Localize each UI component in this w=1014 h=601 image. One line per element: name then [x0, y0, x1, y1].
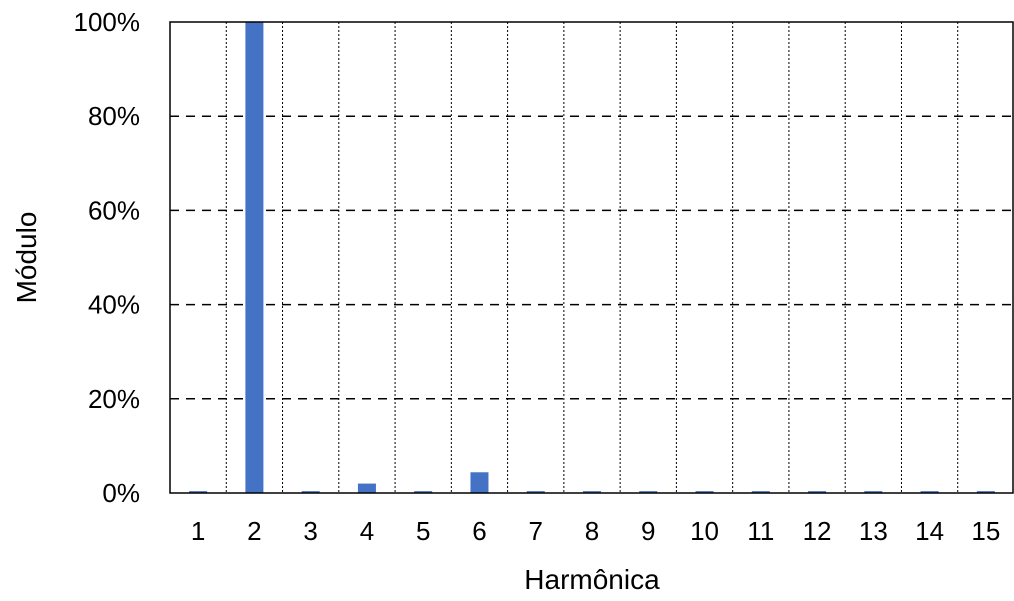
x-tick-label: 7 — [528, 516, 542, 546]
bar-harmonic-3 — [301, 491, 320, 493]
x-tick-label: 10 — [690, 516, 719, 546]
bar-harmonic-1 — [189, 491, 208, 493]
y-tick-label: 60% — [88, 195, 140, 225]
grid-lines — [170, 22, 1014, 493]
x-axis-tick-labels: 1 2 3 4 5 6 7 8 9 10 11 12 13 14 15 — [191, 516, 1000, 546]
x-tick-label: 4 — [360, 516, 374, 546]
y-tick-label: 20% — [88, 384, 140, 414]
y-axis-tick-labels: 0% 20% 40% 60% 80% 100% — [74, 7, 141, 508]
bar-harmonic-15 — [976, 491, 995, 493]
plot-area-frame — [169, 21, 1014, 494]
x-axis-title: Harmônica — [524, 564, 660, 595]
y-tick-label: 100% — [74, 7, 141, 37]
x-tick-label: 2 — [247, 516, 261, 546]
bar-harmonic-12 — [808, 491, 827, 493]
x-tick-label: 3 — [303, 516, 317, 546]
bar-harmonic-8 — [582, 491, 602, 493]
bar-harmonic-10 — [695, 491, 714, 493]
x-tick-label: 13 — [859, 516, 888, 546]
x-tick-label: 9 — [641, 516, 655, 546]
y-tick-label: 40% — [88, 290, 140, 320]
bar-harmonic-13 — [864, 491, 883, 493]
y-tick-label: 80% — [88, 101, 140, 131]
bar-harmonic-9 — [639, 491, 658, 493]
bar-harmonic-5 — [414, 491, 433, 493]
x-tick-label: 12 — [803, 516, 832, 546]
bar-harmonic-6 — [470, 472, 489, 493]
x-tick-label: 8 — [585, 516, 599, 546]
x-tick-label: 1 — [191, 516, 205, 546]
bar-harmonic-4 — [357, 483, 376, 493]
x-tick-label: 6 — [472, 516, 486, 546]
x-tick-label: 5 — [416, 516, 430, 546]
x-tick-label: 15 — [971, 516, 1000, 546]
bar-harmonic-2 — [245, 22, 264, 493]
y-axis-title: Módulo — [11, 212, 42, 304]
bar-harmonic-14 — [920, 491, 939, 493]
x-tick-label: 11 — [747, 516, 774, 546]
bar-harmonic-7 — [526, 491, 545, 493]
bars — [189, 22, 995, 493]
bar-harmonic-11 — [751, 491, 770, 493]
y-tick-label: 0% — [102, 478, 140, 508]
x-tick-label: 14 — [915, 516, 944, 546]
